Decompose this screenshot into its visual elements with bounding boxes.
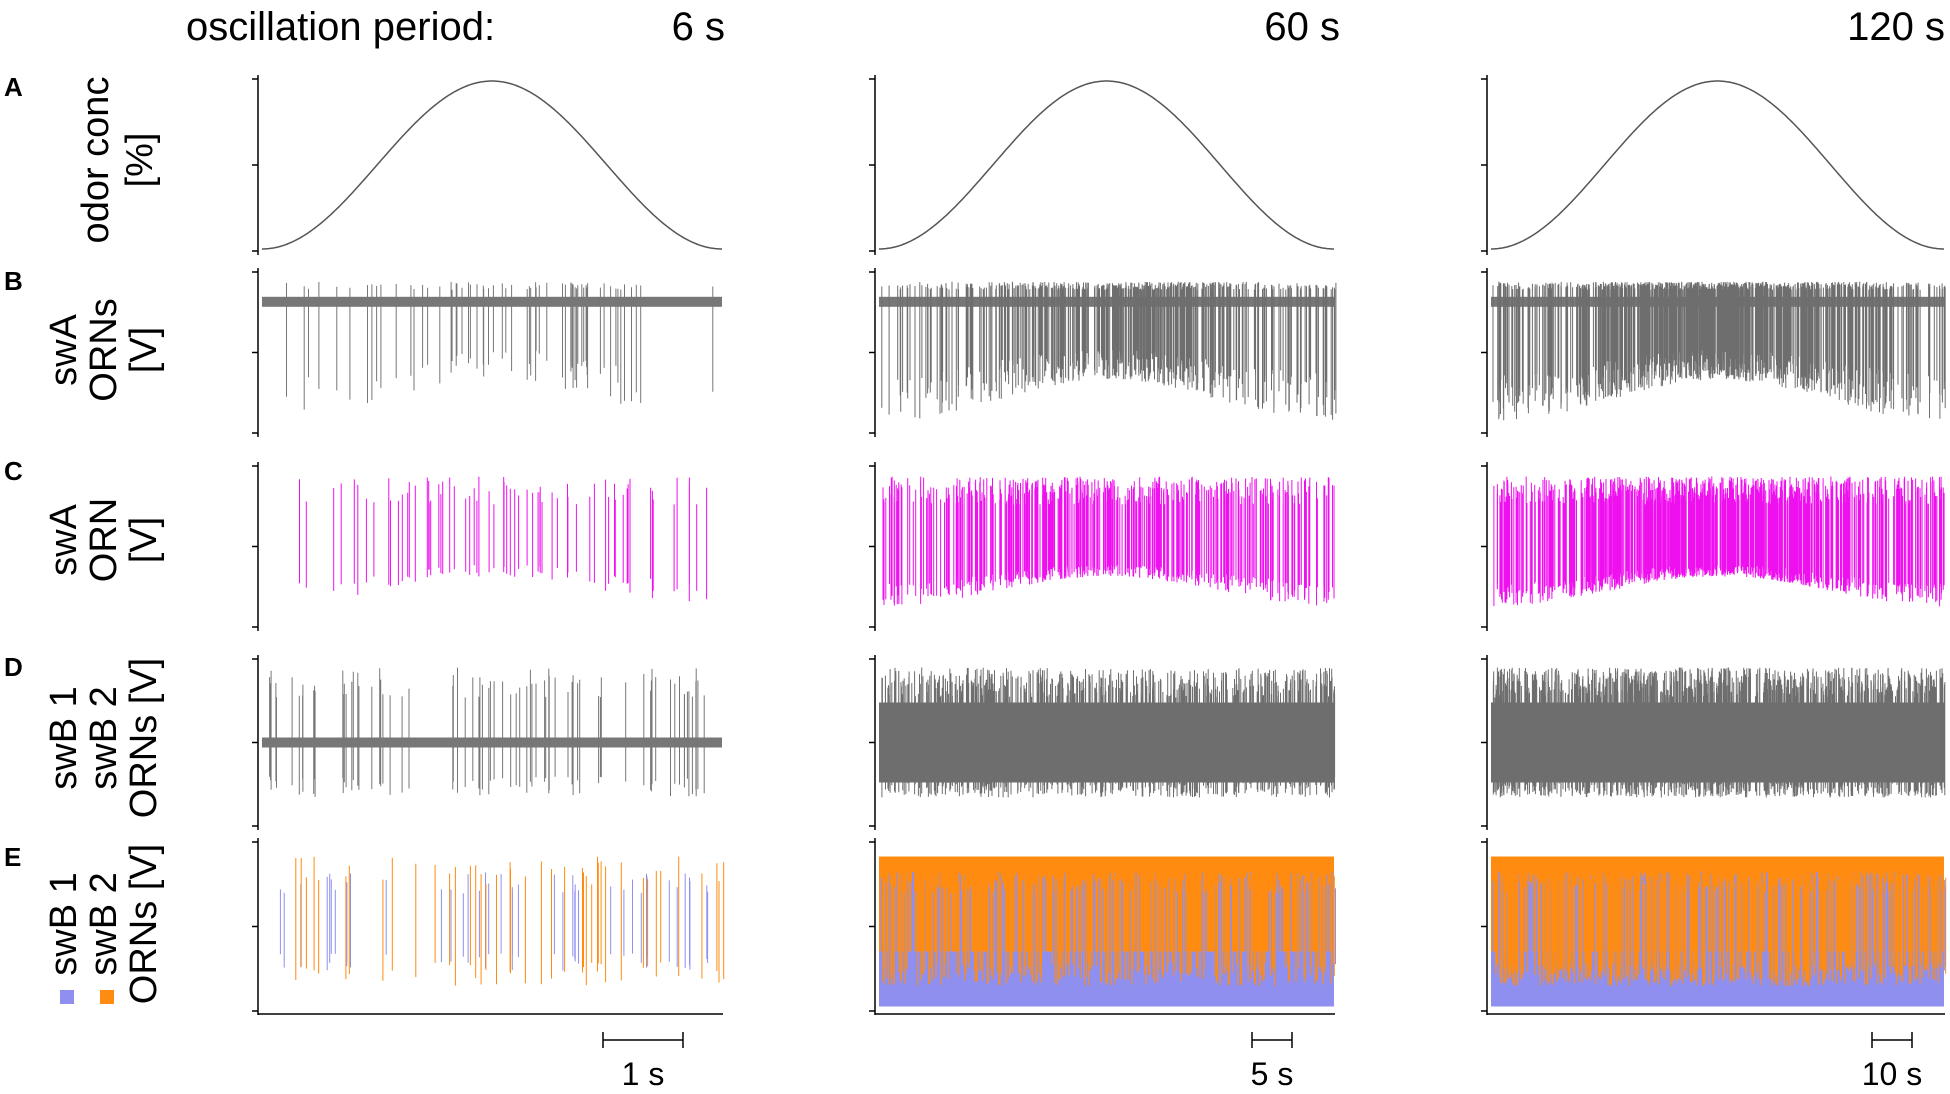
scale-bar-5s: 5 s (1251, 1032, 1294, 1092)
recording-baseline-b-6s (262, 296, 722, 307)
plot-area (252, 75, 1947, 1015)
panel-letter-b: B (4, 266, 23, 296)
ylabel-c-line2: ORN (83, 498, 125, 582)
ylabel-e-line1: swB 1 (43, 872, 85, 975)
spikes-c-60s (882, 476, 1335, 606)
panel-letter-a: A (4, 72, 23, 102)
ylabel-a-line1: odor conc (75, 77, 117, 244)
spikes-c-6s (299, 476, 708, 602)
spikes-swb2-60s (882, 856, 1335, 987)
period-header-label: oscillation period: (186, 5, 495, 49)
stimulus-curve-60s (879, 80, 1334, 250)
ylabel-d-line3: ORNs [V] (123, 658, 165, 818)
scale-bar-5s-label: 5 s (1251, 1056, 1294, 1092)
ylabel-b-line3: [V] (123, 327, 165, 373)
spikes-c-120s (1493, 476, 1945, 607)
ylabel-c-line3: [V] (123, 517, 165, 563)
panel-letter-e: E (4, 842, 21, 872)
spikes-swb2-120s (1495, 856, 1947, 987)
ylabel-e-line2: swB 2 (83, 872, 125, 975)
spikes-d-6s (269, 667, 705, 797)
spikes-swb2-6s (295, 856, 725, 986)
spikes-swb1-6s (279, 872, 709, 971)
scale-bar-10s-label: 10 s (1862, 1056, 1922, 1092)
period-6s-label: 6 s (672, 5, 725, 49)
ylabel-a-line2: [%] (119, 133, 161, 188)
scale-bar-1s: 1 s (602, 1032, 684, 1092)
spikes-b-120s (1492, 281, 1946, 421)
ylabel-odor-conc: odor conc [%] (75, 77, 161, 244)
spikes-d-60s (881, 667, 1336, 798)
stimulus-curve-6s (262, 80, 722, 250)
ylabel-b-line2: ORNs (83, 298, 125, 401)
ylabel-swa-orn: swA ORN [V] (43, 498, 165, 582)
period-60s-label: 60 s (1264, 5, 1340, 49)
period-120s-label: 120 s (1847, 5, 1945, 49)
ylabel-swb-orns-e: swB 1 swB 2 ORNs [V] (43, 844, 165, 1004)
scale-bar-10s: 10 s (1862, 1032, 1922, 1092)
legend-swb1-swatch (60, 990, 74, 1004)
ylabel-d-line2: swB 2 (83, 686, 125, 789)
stimulus-curve-120s (1491, 80, 1944, 250)
scale-bar-1s-label: 1 s (622, 1056, 665, 1092)
panel-letter-c: C (4, 456, 23, 486)
panel-letter-d: D (4, 652, 23, 682)
spikes-b-60s (881, 281, 1337, 420)
ylabel-b-line1: swA (43, 313, 85, 385)
ylabel-swb-orns-d: swB 1 swB 2 ORNs [V] (43, 658, 165, 818)
legend-swb2-swatch (100, 990, 114, 1004)
spikes-b-6s (286, 281, 714, 410)
ylabel-d-line1: swB 1 (43, 686, 85, 789)
ylabel-e-line3: ORNs [V] (123, 844, 165, 1004)
spikes-d-120s (1492, 667, 1946, 798)
ylabel-swa-orns: swA ORNs [V] (43, 298, 165, 401)
ylabel-c-line1: swA (43, 503, 85, 575)
recording-baseline-d-6s (262, 737, 722, 748)
